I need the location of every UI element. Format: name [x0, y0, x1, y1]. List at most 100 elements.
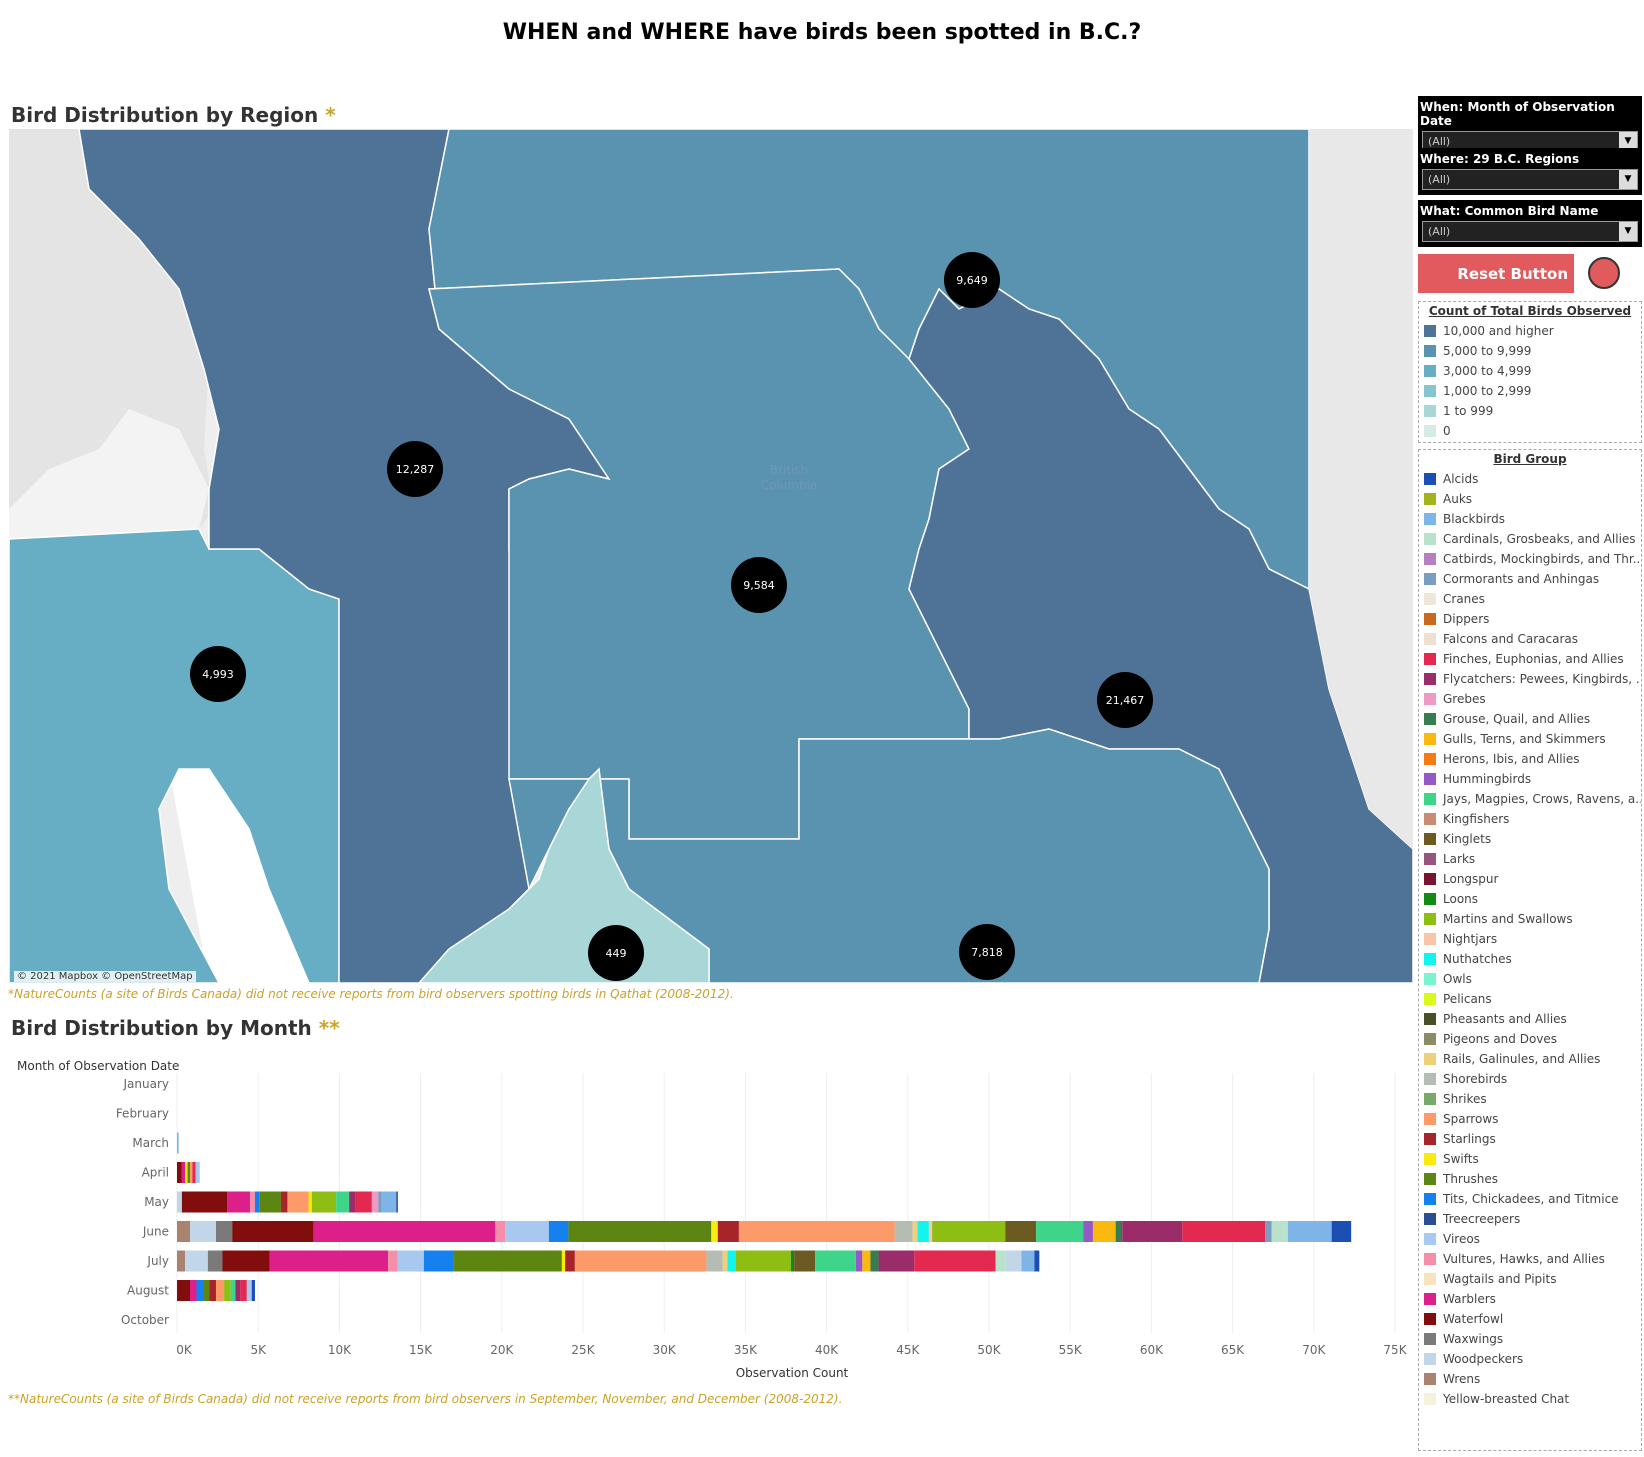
bar-segment: [914, 1250, 996, 1272]
bird-group-legend-item[interactable]: Jays, Magpies, Crows, Ravens, a..: [1419, 789, 1641, 809]
region-count-marker[interactable]: 12,287: [387, 441, 443, 497]
region-count-marker[interactable]: 21,467: [1097, 672, 1153, 728]
count-legend-label: 1,000 to 2,999: [1443, 384, 1532, 398]
bird-group-legend-item[interactable]: Dippers: [1419, 609, 1641, 629]
count-legend-item[interactable]: 3,000 to 4,999: [1419, 361, 1641, 381]
bird-group-legend-swatch: [1424, 693, 1436, 705]
bird-group-legend-item[interactable]: Herons, Ibis, and Allies: [1419, 749, 1641, 769]
bird-group-legend-item[interactable]: Longspur: [1419, 869, 1641, 889]
region-count-marker[interactable]: 9,584: [731, 557, 787, 613]
bird-group-legend-item[interactable]: Starlings: [1419, 1129, 1641, 1149]
bar-segment: [423, 1250, 454, 1272]
bird-group-legend-item[interactable]: Swifts: [1419, 1149, 1641, 1169]
region-map[interactable]: British Columbia 9,649 12,287 9,584 4,99…: [9, 129, 1413, 983]
bird-group-legend-item[interactable]: Grebes: [1419, 689, 1641, 709]
count-legend-item[interactable]: 1 to 999: [1419, 401, 1641, 421]
bird-group-legend-item[interactable]: Cormorants and Anhingas: [1419, 569, 1641, 589]
x-tick-label: 0K: [176, 1343, 193, 1357]
bird-name-filter-select[interactable]: (All) ▼: [1422, 221, 1638, 242]
bird-group-legend-swatch: [1424, 1253, 1436, 1265]
bird-group-legend-item[interactable]: Cardinals, Grosbeaks, and Allies: [1419, 529, 1641, 549]
region-count-marker[interactable]: 4,993: [190, 646, 246, 702]
bird-group-legend-item[interactable]: Sparrows: [1419, 1109, 1641, 1129]
bird-group-legend-item[interactable]: Gulls, Terns, and Skimmers: [1419, 729, 1641, 749]
chevron-down-icon[interactable]: ▼: [1619, 132, 1637, 151]
bar-segment: [311, 1191, 337, 1213]
bird-group-legend-item[interactable]: Tits, Chickadees, and Titmice: [1419, 1189, 1641, 1209]
bird-group-legend-item[interactable]: Larks: [1419, 849, 1641, 869]
bird-group-legend-item[interactable]: Pheasants and Allies: [1419, 1009, 1641, 1029]
bird-group-legend-item[interactable]: Thrushes: [1419, 1169, 1641, 1189]
bird-group-legend-item[interactable]: Blackbirds: [1419, 509, 1641, 529]
reset-indicator-icon[interactable]: [1588, 257, 1620, 289]
bird-group-legend-item[interactable]: Wagtails and Pipits: [1419, 1269, 1641, 1289]
bird-group-legend-item[interactable]: Vireos: [1419, 1229, 1641, 1249]
region-filter-select[interactable]: (All) ▼: [1422, 169, 1638, 190]
bird-group-legend-label: Cranes: [1443, 592, 1485, 606]
count-legend-title: Count of Total Birds Observed: [1428, 304, 1632, 318]
count-legend-swatch: [1424, 405, 1436, 417]
count-legend-item[interactable]: 10,000 and higher: [1419, 321, 1641, 341]
bar-segment: [371, 1191, 379, 1213]
bird-group-legend-item[interactable]: Nuthatches: [1419, 949, 1641, 969]
bird-group-legend-item[interactable]: Alcids: [1419, 469, 1641, 489]
bird-group-legend-item[interactable]: Catbirds, Mockingbirds, and Thr..: [1419, 549, 1641, 569]
bird-group-legend-item[interactable]: Finches, Euphonias, and Allies: [1419, 649, 1641, 669]
count-legend-item[interactable]: 1,000 to 2,999: [1419, 381, 1641, 401]
month-label: June: [142, 1225, 169, 1239]
bird-group-legend-item[interactable]: Rails, Galinules, and Allies: [1419, 1049, 1641, 1069]
region-southwest-small[interactable]: [417, 767, 710, 983]
bird-group-legend-item[interactable]: Kingfishers: [1419, 809, 1641, 829]
bird-group-legend-item[interactable]: Wrens: [1419, 1369, 1641, 1389]
x-tick-label: 75K: [1383, 1343, 1407, 1357]
reset-button[interactable]: Reset Button: [1418, 254, 1574, 293]
bird-group-legend-item[interactable]: Nightjars: [1419, 929, 1641, 949]
bird-group-legend-label: Sparrows: [1443, 1112, 1499, 1126]
bird-group-legend-item[interactable]: Waxwings: [1419, 1329, 1641, 1349]
bird-group-legend-item[interactable]: Flycatchers: Pewees, Kingbirds, ..: [1419, 669, 1641, 689]
bird-group-legend-item[interactable]: Grouse, Quail, and Allies: [1419, 709, 1641, 729]
bar-segment: [790, 1250, 795, 1272]
bird-group-legend-item[interactable]: Kinglets: [1419, 829, 1641, 849]
bird-group-legend-item[interactable]: Treecreepers: [1419, 1209, 1641, 1229]
bar-segment: [1271, 1221, 1288, 1242]
bird-group-legend-swatch: [1424, 973, 1436, 985]
chevron-down-icon[interactable]: ▼: [1619, 170, 1637, 189]
bar-segment: [1287, 1221, 1332, 1242]
bird-group-legend-item[interactable]: Shorebirds: [1419, 1069, 1641, 1089]
bird-group-legend-item[interactable]: Hummingbirds: [1419, 769, 1641, 789]
count-legend-item[interactable]: 5,000 to 9,999: [1419, 341, 1641, 361]
region-map-canvas: British Columbia: [9, 129, 1413, 983]
region-count-marker[interactable]: 449: [588, 925, 644, 981]
bird-group-legend-item[interactable]: Cranes: [1419, 589, 1641, 609]
bird-group-legend-item[interactable]: Woodpeckers: [1419, 1349, 1641, 1369]
bird-group-legend-item[interactable]: Martins and Swallows: [1419, 909, 1641, 929]
count-legend-swatch: [1424, 365, 1436, 377]
bar-segment: [355, 1191, 372, 1213]
region-count-marker[interactable]: 9,649: [944, 252, 1000, 308]
region-west[interactable]: [9, 528, 340, 983]
bird-group-legend-label: Treecreepers: [1443, 1212, 1521, 1226]
map-footnote: *NatureCounts (a site of Birds Canada) d…: [8, 987, 734, 1001]
bird-group-legend-item[interactable]: Waterfowl: [1419, 1309, 1641, 1329]
bird-group-legend-item[interactable]: Loons: [1419, 889, 1641, 909]
x-tick-label: 15K: [409, 1343, 433, 1357]
bar-segment: [453, 1250, 562, 1272]
count-legend-item[interactable]: 0: [1419, 421, 1641, 441]
bird-group-legend-item[interactable]: Pigeons and Doves: [1419, 1029, 1641, 1049]
region-east[interactable]: [908, 287, 1413, 983]
bird-group-legend-item[interactable]: Owls: [1419, 969, 1641, 989]
region-count-marker[interactable]: 7,818: [959, 924, 1015, 980]
bar-segment: [189, 1162, 193, 1183]
bird-group-legend-item[interactable]: Auks: [1419, 489, 1641, 509]
bird-group-legend-item[interactable]: Vultures, Hawks, and Allies: [1419, 1249, 1641, 1269]
bird-group-legend-item[interactable]: Warblers: [1419, 1289, 1641, 1309]
chevron-down-icon[interactable]: ▼: [1619, 222, 1637, 241]
count-legend-swatch: [1424, 345, 1436, 357]
bird-group-legend-label: Pelicans: [1443, 992, 1492, 1006]
bird-group-legend-item[interactable]: Falcons and Caracaras: [1419, 629, 1641, 649]
bird-group-legend-item[interactable]: Yellow-breasted Chat: [1419, 1389, 1641, 1409]
bird-group-legend-label: Hummingbirds: [1443, 772, 1532, 786]
bird-group-legend-item[interactable]: Pelicans: [1419, 989, 1641, 1009]
bird-group-legend-item[interactable]: Shrikes: [1419, 1089, 1641, 1109]
